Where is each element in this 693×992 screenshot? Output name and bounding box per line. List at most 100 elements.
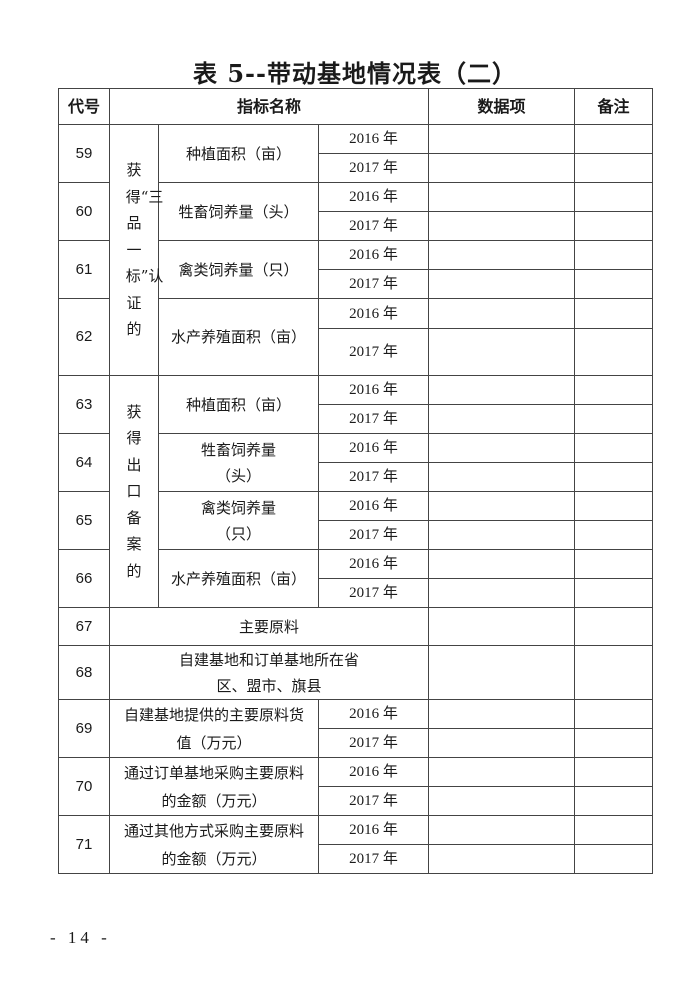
remark-cell[interactable]	[574, 298, 653, 329]
row-indicator: 主要原料	[109, 607, 429, 646]
data-cell[interactable]	[428, 815, 575, 845]
year-label: 2016 年	[318, 182, 429, 212]
remark-cell[interactable]	[574, 182, 653, 212]
data-cell[interactable]	[428, 211, 575, 241]
row-code: 62	[58, 298, 110, 376]
year-label: 2017 年	[318, 786, 429, 816]
row-code: 67	[58, 607, 110, 646]
year-label: 2017 年	[318, 153, 429, 183]
table-row: 67 主要原料	[58, 607, 653, 646]
data-cell[interactable]	[428, 578, 575, 608]
table-row: 59 获得“三品一标”认证的 种植面积（亩） 2016 年	[58, 124, 653, 376]
row-indicator: 水产养殖面积（亩）	[158, 298, 319, 376]
remark-cell[interactable]	[574, 491, 653, 521]
table-row: 63 获得出口备案的 种植面积（亩） 2016 年	[58, 375, 653, 608]
header-code: 代号	[58, 88, 110, 125]
data-cell[interactable]	[428, 269, 575, 299]
remark-cell[interactable]	[574, 404, 653, 434]
data-cell[interactable]	[428, 607, 575, 646]
remark-cell[interactable]	[574, 699, 653, 729]
data-cell[interactable]	[428, 491, 575, 521]
table-row: 71 通过其他方式采购主要原料的金额（万元） 2016 年	[58, 815, 653, 874]
header-data: 数据项	[428, 88, 575, 125]
data-cell[interactable]	[428, 462, 575, 492]
year-label: 2016 年	[318, 240, 429, 270]
table-row: 2017 年	[59, 462, 653, 492]
remark-cell[interactable]	[574, 815, 653, 845]
row-indicator: 禽类饲养量（只）	[158, 240, 319, 299]
row-code: 71	[58, 815, 110, 874]
table-row: 68 自建基地和订单基地所在省区、盟市、旗县	[58, 645, 653, 700]
table-row: 69 自建基地提供的主要原料货值（万元） 2016 年	[58, 699, 653, 758]
data-cell[interactable]	[428, 520, 575, 550]
year-label: 2017 年	[318, 328, 429, 376]
remark-cell[interactable]	[574, 375, 653, 405]
remark-cell[interactable]	[574, 328, 653, 376]
data-cell[interactable]	[428, 786, 575, 816]
row-indicator: 种植面积（亩）	[158, 124, 319, 183]
year-label: 2017 年	[318, 404, 429, 434]
remark-cell[interactable]	[574, 844, 653, 874]
remark-cell[interactable]	[574, 578, 653, 608]
table-row: 62 水产养殖面积（亩） 2016 年	[58, 298, 653, 376]
remark-cell[interactable]	[574, 124, 653, 154]
remark-cell[interactable]	[574, 645, 653, 700]
year-label: 2017 年	[318, 844, 429, 874]
remark-cell[interactable]	[574, 240, 653, 270]
data-cell[interactable]	[428, 404, 575, 434]
row-code: 59	[58, 124, 110, 183]
row-code: 61	[58, 240, 110, 299]
data-cell[interactable]	[428, 124, 575, 154]
table-row: 2017 年	[59, 211, 653, 241]
group-label-three-products: 获得“三品一标”认证的	[109, 124, 163, 376]
data-cell[interactable]	[428, 298, 575, 329]
row-indicator: 水产养殖面积（亩）	[158, 549, 319, 608]
data-cell[interactable]	[428, 153, 575, 183]
remark-cell[interactable]	[574, 153, 653, 183]
remark-cell[interactable]	[574, 433, 653, 463]
year-label: 2016 年	[318, 699, 429, 729]
row-code: 70	[58, 757, 110, 816]
row-code: 68	[58, 645, 110, 700]
remark-cell[interactable]	[574, 462, 653, 492]
remark-cell[interactable]	[574, 607, 653, 646]
year-label: 2017 年	[318, 269, 429, 299]
remark-cell[interactable]	[574, 269, 653, 299]
row-indicator: 禽类饲养量（只）	[158, 491, 319, 550]
year-label: 2016 年	[318, 298, 429, 329]
data-cell[interactable]	[428, 699, 575, 729]
year-label: 2016 年	[318, 549, 429, 579]
data-cell[interactable]	[428, 728, 575, 758]
table-row: 2017 年	[59, 844, 653, 874]
year-label: 2017 年	[318, 211, 429, 241]
data-cell[interactable]	[428, 757, 575, 787]
data-cell[interactable]	[428, 182, 575, 212]
data-cell[interactable]	[428, 844, 575, 874]
row-code: 69	[58, 699, 110, 758]
row-code: 65	[58, 491, 110, 550]
remark-cell[interactable]	[574, 520, 653, 550]
data-cell[interactable]	[428, 645, 575, 700]
header-remark: 备注	[574, 88, 653, 125]
year-label: 2016 年	[318, 433, 429, 463]
data-cell[interactable]	[428, 549, 575, 579]
row-indicator: 牲畜饲养量（头）	[158, 433, 319, 492]
table-row: 2017 年	[59, 328, 653, 376]
data-cell[interactable]	[428, 240, 575, 270]
data-cell[interactable]	[428, 375, 575, 405]
row-indicator: 牲畜饲养量（头）	[158, 182, 319, 241]
year-label: 2016 年	[318, 815, 429, 845]
remark-cell[interactable]	[574, 211, 653, 241]
row-code: 60	[58, 182, 110, 241]
remark-cell[interactable]	[574, 786, 653, 816]
table-row: 61 禽类饲养量（只） 2016 年	[58, 240, 653, 299]
row-code: 63	[58, 375, 110, 434]
year-label: 2016 年	[318, 757, 429, 787]
remark-cell[interactable]	[574, 728, 653, 758]
remark-cell[interactable]	[574, 757, 653, 787]
remark-cell[interactable]	[574, 549, 653, 579]
table-row: 2017 年	[59, 404, 653, 434]
data-cell[interactable]	[428, 433, 575, 463]
table-row: 2017 年	[59, 520, 653, 550]
data-cell[interactable]	[428, 328, 575, 376]
